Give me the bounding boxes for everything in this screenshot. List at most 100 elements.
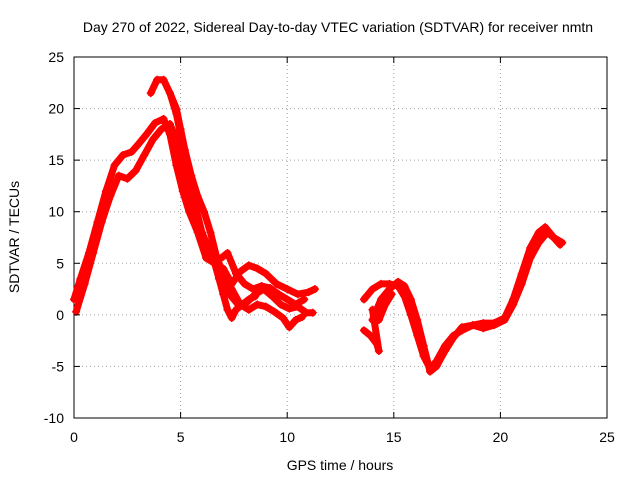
data-point xyxy=(146,89,155,98)
data-point xyxy=(374,316,383,325)
y-tick-label: 15 xyxy=(48,152,64,168)
data-point xyxy=(308,308,317,317)
data-point xyxy=(197,228,206,237)
data-point xyxy=(244,261,253,270)
data-point xyxy=(366,331,375,340)
data-point xyxy=(517,279,526,288)
data-point xyxy=(270,307,279,316)
data-point xyxy=(400,281,409,290)
y-tick-label: -5 xyxy=(52,358,65,374)
data-point xyxy=(500,316,509,325)
data-point xyxy=(148,135,157,144)
data-point xyxy=(490,321,499,330)
data-point xyxy=(206,228,215,237)
series-trace-g xyxy=(368,228,567,376)
data-point xyxy=(509,300,518,309)
data-point xyxy=(127,147,136,156)
data-point xyxy=(406,295,415,304)
data-point xyxy=(227,313,236,322)
y-tick-label: 20 xyxy=(48,101,64,117)
data-point xyxy=(159,75,168,84)
data-point xyxy=(133,140,142,149)
data-point xyxy=(285,323,294,332)
y-tick-label: 25 xyxy=(48,49,64,65)
y-axis-label: SDTVAR / TECUs xyxy=(6,181,22,293)
data-point xyxy=(359,295,368,304)
x-tick-label: 10 xyxy=(279,429,295,445)
data-point xyxy=(180,145,189,154)
data-point xyxy=(372,339,381,348)
data-point xyxy=(285,304,294,313)
data-point xyxy=(468,321,477,330)
plot-border xyxy=(73,56,608,419)
data-point xyxy=(458,323,467,332)
chart-title: Day 270 of 2022, Sidereal Day-to-day VTE… xyxy=(83,19,593,35)
data-point xyxy=(274,290,283,299)
data-point xyxy=(310,285,319,294)
data-point xyxy=(165,120,174,129)
data-point xyxy=(97,218,106,227)
data-point xyxy=(140,150,149,159)
data-point xyxy=(114,171,123,180)
data-point xyxy=(142,130,151,139)
data-point xyxy=(368,305,377,314)
series-trace xyxy=(360,290,396,355)
series-trace xyxy=(368,228,566,376)
data-point xyxy=(238,300,247,309)
x-tick-label: 5 xyxy=(177,429,185,445)
data-point xyxy=(283,285,292,294)
data-point xyxy=(293,302,302,311)
data-point xyxy=(261,269,270,278)
data-point xyxy=(119,150,128,159)
data-point xyxy=(214,274,223,283)
grid xyxy=(74,57,607,418)
data-point xyxy=(526,254,535,263)
plot-frame xyxy=(73,56,608,419)
data-point xyxy=(89,248,98,257)
data-point xyxy=(283,295,292,304)
data-point xyxy=(291,316,300,325)
data-point xyxy=(268,292,277,301)
data-point xyxy=(276,300,285,309)
data-point xyxy=(368,285,377,294)
data-point xyxy=(272,279,281,288)
data-point xyxy=(259,285,268,294)
y-tick-label: 10 xyxy=(48,204,64,220)
data-point xyxy=(261,302,270,311)
data-point xyxy=(219,290,228,299)
series-trace xyxy=(166,89,306,331)
data-point xyxy=(223,305,232,314)
x-tick-label: 15 xyxy=(386,429,402,445)
data-point xyxy=(187,171,196,180)
data-point xyxy=(377,295,386,304)
data-point xyxy=(253,300,262,309)
data-point xyxy=(165,89,174,98)
series-trace-d xyxy=(165,89,307,332)
data-point xyxy=(240,279,249,288)
data-point xyxy=(426,367,435,376)
data-point xyxy=(432,362,441,371)
series-trace xyxy=(72,120,308,316)
data-point xyxy=(278,313,287,322)
data-point xyxy=(558,238,567,247)
data-point xyxy=(479,324,488,333)
data-point xyxy=(449,333,458,342)
y-tick-label: 0 xyxy=(56,307,64,323)
data-point xyxy=(159,114,168,123)
data-point xyxy=(223,248,232,257)
data-point xyxy=(200,207,209,216)
data-point xyxy=(131,166,140,175)
data-point xyxy=(123,174,132,183)
data-point xyxy=(232,269,241,278)
data-point xyxy=(300,295,309,304)
data-point xyxy=(172,104,181,113)
series-trace-b xyxy=(72,120,309,316)
data-point xyxy=(244,305,253,314)
data-point xyxy=(534,238,543,247)
data-point xyxy=(251,292,260,301)
y-tick-label: 5 xyxy=(56,255,64,271)
data-point xyxy=(232,305,241,314)
x-tick-label: 0 xyxy=(70,429,78,445)
ticks: 0 5 10 15 20 25 -10 -5 0 5 10 15 20 25 xyxy=(44,49,615,445)
